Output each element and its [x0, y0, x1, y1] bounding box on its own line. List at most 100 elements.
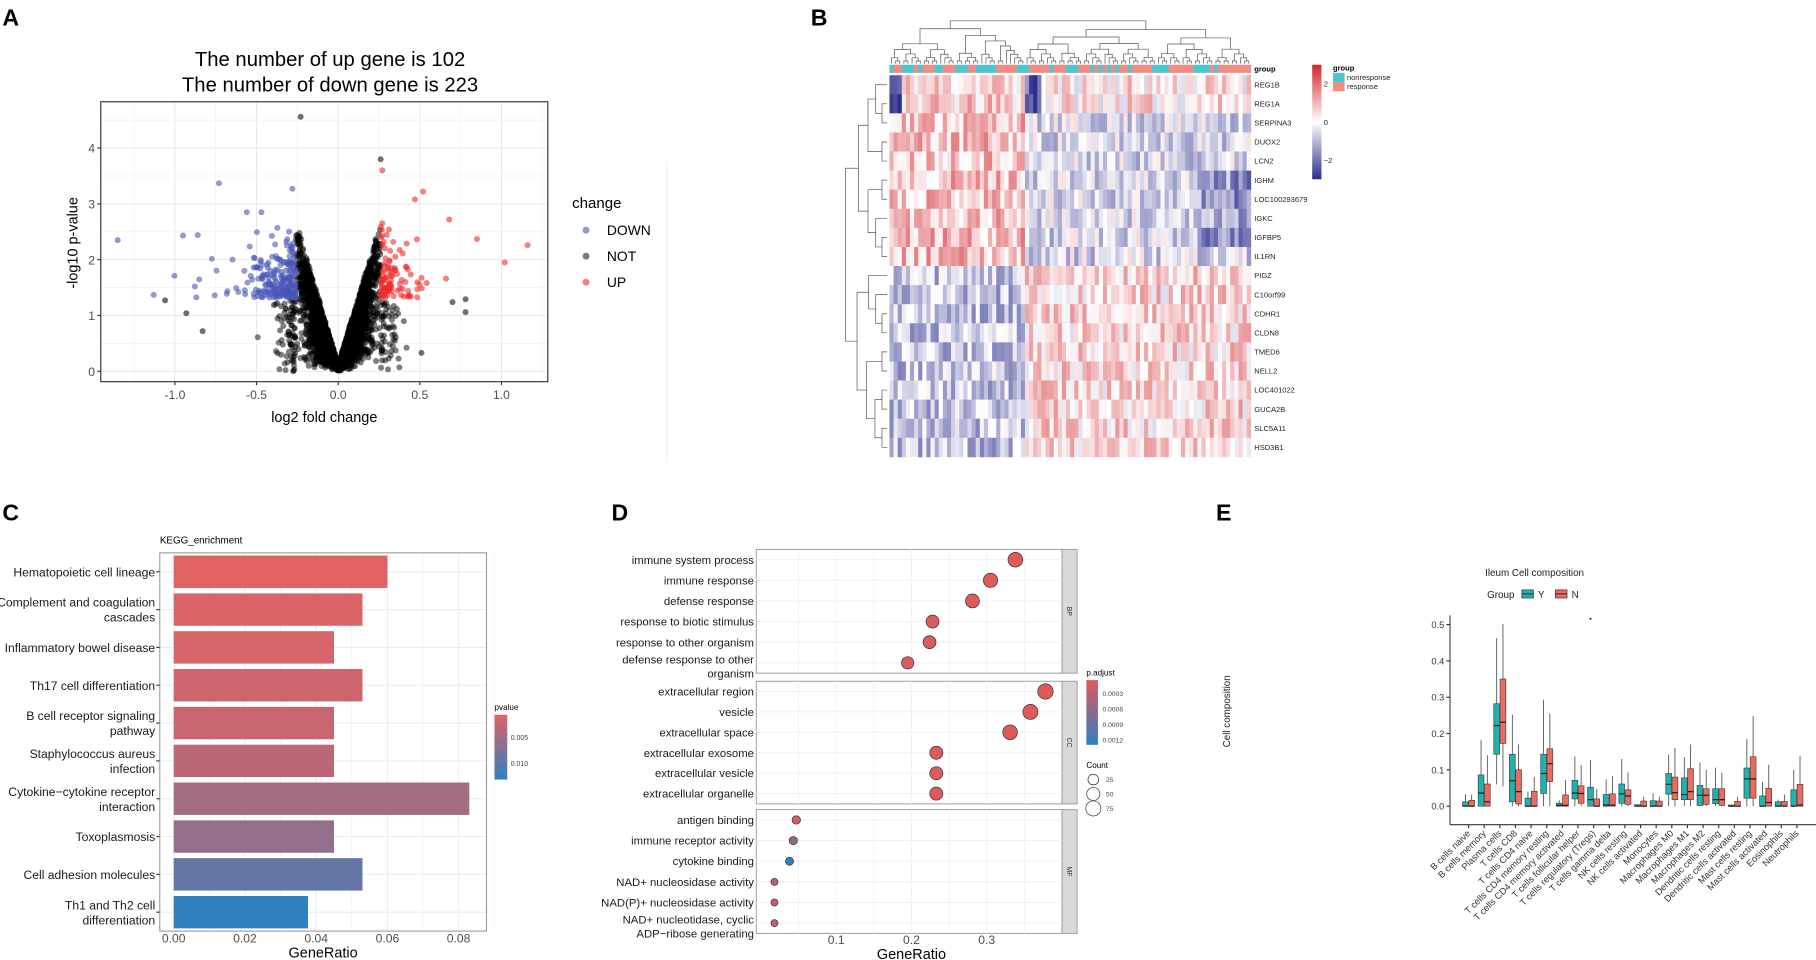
heatmap-cell — [988, 151, 993, 171]
point-not — [308, 310, 315, 317]
point-down — [244, 279, 251, 286]
heatmap-cell — [1041, 132, 1046, 152]
point-not — [315, 319, 322, 326]
heatmap-cell — [1057, 132, 1063, 152]
heatmap-cell — [1029, 94, 1034, 114]
point-down — [213, 267, 220, 274]
heatmap-cell — [1078, 75, 1083, 95]
point-not — [306, 263, 313, 270]
heatmap-cell — [1185, 113, 1190, 133]
heatmap-cell — [988, 113, 993, 133]
heatmap-cell — [926, 75, 931, 95]
point-up — [378, 226, 385, 233]
point-not — [342, 359, 349, 366]
heatmap-cell — [1107, 94, 1112, 114]
point-down — [251, 255, 258, 262]
heatmap-cell — [975, 113, 981, 133]
point-up — [386, 257, 393, 264]
heatmap-cell — [1045, 94, 1050, 114]
heatmap-cell — [1156, 94, 1161, 114]
heatmap-cell — [992, 94, 997, 114]
heatmap-cell — [910, 132, 915, 152]
point-not — [298, 282, 305, 289]
point-down — [289, 244, 296, 251]
point-not — [296, 233, 304, 240]
point-down — [272, 290, 279, 297]
heatmap-cell — [905, 113, 911, 133]
heatmap-cell — [1176, 75, 1182, 95]
point-up — [407, 271, 414, 278]
point-not — [313, 302, 320, 309]
heatmap-cell — [979, 94, 985, 114]
heatmap-cell — [1148, 113, 1153, 133]
point-not — [298, 335, 305, 342]
heatmap-cell — [1074, 132, 1079, 152]
point-down — [249, 276, 256, 283]
point-not — [291, 325, 298, 332]
x-tick-label: -1.0 — [164, 388, 185, 402]
point-not — [373, 358, 380, 365]
heatmap-cell — [1144, 75, 1149, 95]
x-axis-label: log2 fold change — [271, 410, 377, 426]
heatmap-cell — [1217, 113, 1223, 133]
point-not — [288, 304, 295, 311]
heatmap-cell — [1004, 151, 1009, 171]
point-down — [241, 267, 248, 274]
heatmap-cell — [1016, 94, 1022, 114]
heatmap-cell — [1205, 94, 1211, 114]
heatmap-cell — [1000, 94, 1005, 114]
heatmap-cell — [942, 94, 948, 114]
point-not — [305, 303, 312, 310]
heatmap-cell — [992, 75, 997, 95]
heatmap-cell — [1144, 113, 1149, 133]
point-not — [347, 330, 354, 337]
point-not — [162, 297, 169, 304]
heatmap-cell — [1234, 132, 1239, 152]
heatmap-cell — [1152, 75, 1157, 95]
heatmap-cell — [934, 113, 940, 133]
heatmap-cell — [1082, 132, 1087, 152]
heatmap-cell — [926, 113, 931, 133]
heatmap-cell — [1111, 113, 1116, 133]
heatmap-cell — [996, 132, 1001, 152]
heatmap-cell — [1045, 132, 1050, 152]
point-down — [290, 254, 297, 261]
point-down — [277, 262, 284, 269]
heatmap-cell — [1004, 113, 1009, 133]
heatmap-cell — [955, 94, 960, 114]
heatmap-cell — [1222, 132, 1227, 152]
heatmap-cell — [1234, 75, 1239, 95]
heatmap-cell — [930, 132, 935, 152]
heatmap-cell — [1222, 113, 1227, 133]
heatmap-cell — [1016, 132, 1022, 152]
heatmap-cell — [1041, 75, 1046, 95]
heatmap-cell — [1066, 94, 1071, 114]
heatmap-cell — [971, 113, 977, 133]
point-up — [394, 287, 401, 294]
point-not — [462, 296, 469, 303]
point-not — [199, 328, 206, 335]
heatmap-cell — [1193, 113, 1198, 133]
point-down — [272, 241, 279, 248]
point-not — [308, 290, 315, 297]
heatmap-cell — [1246, 132, 1252, 152]
heatmap-cell — [918, 75, 923, 95]
point-not — [358, 322, 365, 329]
y-tick-label: 3 — [88, 197, 95, 211]
heatmap-cell — [1004, 132, 1009, 152]
point-up — [411, 196, 418, 203]
heatmap-cell — [1057, 113, 1063, 133]
heatmap-cell — [1090, 75, 1096, 95]
point-down — [268, 232, 275, 239]
heatmap-cell — [1148, 132, 1153, 152]
point-not — [378, 345, 385, 352]
point-up — [381, 260, 388, 267]
heatmap-cell — [897, 151, 903, 171]
point-not — [359, 300, 366, 307]
point-not — [278, 303, 285, 310]
heatmap-cell — [1230, 94, 1235, 114]
heatmap-cell — [975, 75, 981, 95]
point-not — [288, 332, 295, 339]
heatmap-cell — [1012, 151, 1018, 171]
heatmap-cell — [1016, 113, 1022, 133]
